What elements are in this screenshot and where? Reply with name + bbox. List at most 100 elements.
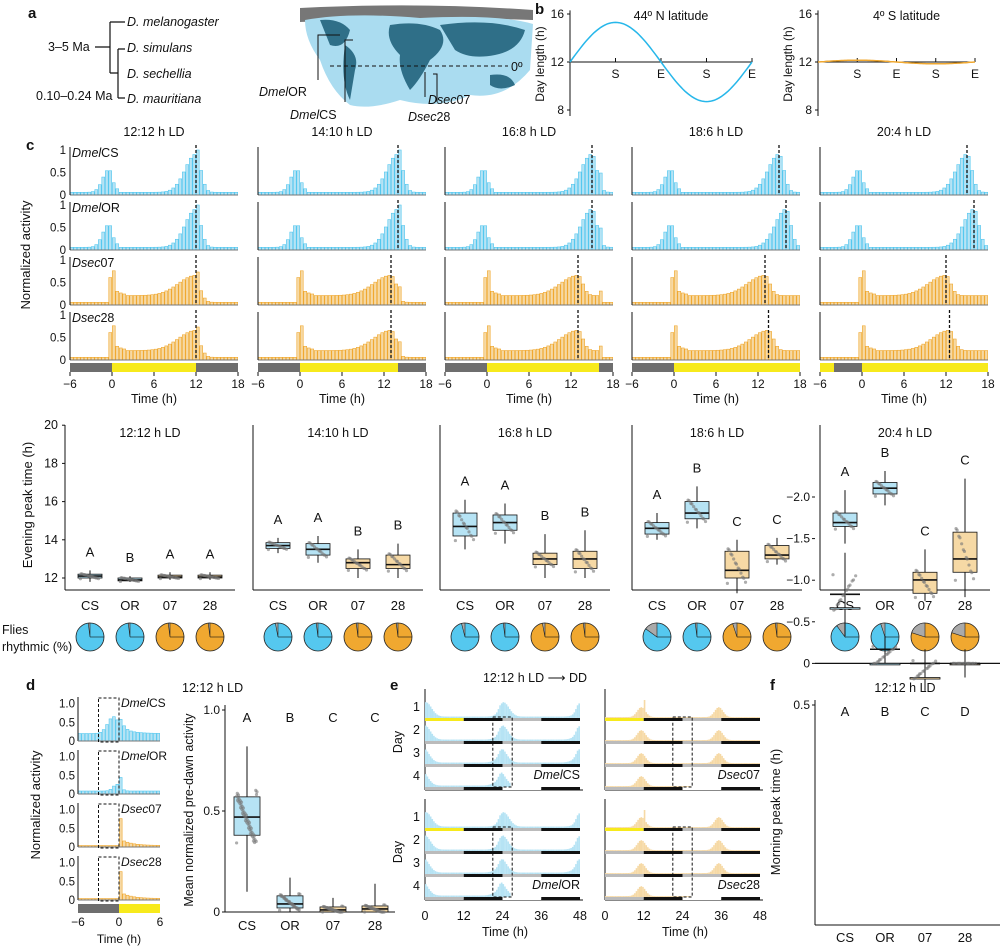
activity-bar — [677, 850, 680, 851]
activity-bar — [445, 716, 448, 718]
activity-bar — [743, 740, 746, 741]
activity-bar — [942, 246, 946, 251]
activity-bar — [492, 847, 495, 851]
activity-bar — [614, 786, 617, 787]
activity-bar — [390, 212, 395, 251]
phase-bar — [502, 897, 542, 900]
activity-bar — [726, 761, 728, 764]
activity-bar — [397, 286, 402, 306]
activity-bar — [507, 756, 509, 764]
activity-bar — [317, 295, 321, 306]
data-point — [591, 569, 596, 573]
activity-bar — [638, 817, 641, 828]
activity-bar — [119, 292, 123, 306]
data-point — [692, 504, 696, 509]
activity-bar — [401, 225, 405, 251]
condition-title: 12:12 h LD — [123, 125, 184, 139]
activity-bar — [465, 895, 467, 897]
activity-bar — [637, 709, 639, 718]
activity-bar — [452, 739, 455, 741]
activity-bar — [512, 761, 514, 764]
activity-bar — [455, 716, 458, 718]
activity-bar — [706, 849, 709, 851]
activity-bar — [146, 732, 150, 742]
activity-bar — [655, 850, 657, 851]
activity-bar — [502, 884, 505, 897]
data-point — [327, 907, 331, 911]
activity-bar — [494, 824, 497, 828]
activity-bar — [539, 739, 542, 741]
x-tick-label: E — [971, 67, 979, 81]
x-tick-label: E — [657, 67, 665, 81]
activity-bar — [565, 826, 568, 828]
data-point — [500, 517, 504, 522]
activity-bar — [338, 349, 342, 361]
dark-phase-bar — [834, 363, 862, 372]
activity-bar — [490, 345, 494, 361]
activity-bar — [164, 345, 169, 361]
y-tick-label: 0 — [69, 895, 75, 907]
activity-bar — [676, 827, 678, 828]
activity-bar — [666, 740, 668, 741]
activity-bar — [637, 865, 639, 874]
activity-bar — [568, 715, 571, 718]
activity-bar — [373, 336, 377, 361]
activity-bar — [502, 859, 505, 874]
strain-label: DmelCS — [72, 146, 119, 160]
phase-bar — [721, 897, 760, 900]
activity-bar — [745, 717, 748, 718]
activity-bar — [455, 785, 458, 787]
activity-bar — [640, 840, 643, 851]
activity-bar — [945, 330, 950, 361]
activity-bar — [547, 739, 550, 741]
x-tick-label: 18 — [606, 377, 620, 391]
activity-bar — [465, 716, 467, 718]
x-tick-label: 0 — [484, 377, 491, 391]
activity-bar — [526, 739, 529, 741]
activity-bar — [478, 739, 480, 741]
activity-bar — [466, 739, 469, 741]
activity-bar — [764, 276, 769, 306]
activity-bar — [865, 188, 869, 196]
activity-bar — [178, 336, 183, 361]
activity-bar — [656, 827, 659, 828]
activity-bar — [643, 842, 646, 851]
activity-bar — [552, 716, 555, 718]
activity-bar — [469, 244, 473, 251]
strain-label: Dsec28 — [72, 311, 114, 325]
activity-bar — [709, 738, 712, 741]
activity-bar — [700, 763, 702, 764]
y-tick-label: 1 — [60, 310, 66, 322]
activity-bar — [442, 895, 445, 897]
activity-bar — [688, 827, 691, 828]
activity-bar — [764, 238, 769, 251]
activity-bar — [303, 243, 307, 251]
activity-bar — [552, 739, 555, 741]
activity-bar — [591, 295, 596, 306]
activity-bar — [539, 762, 542, 764]
activity-bar — [525, 826, 527, 828]
activity-bar — [436, 738, 438, 741]
dark-phase-bar — [463, 897, 503, 900]
activity-bar — [515, 762, 518, 764]
activity-bar — [732, 740, 735, 741]
activity-bar — [865, 243, 869, 251]
activity-bar — [487, 739, 490, 741]
activity-bar — [439, 762, 442, 764]
activity-bar — [125, 894, 130, 901]
activity-bar — [861, 270, 866, 306]
activity-bar — [622, 717, 625, 718]
day-label: 2 — [413, 833, 420, 847]
x-tick-label: 24 — [496, 909, 510, 923]
activity-bar — [584, 157, 589, 196]
activity-bar — [369, 339, 374, 361]
activity-bar — [442, 762, 445, 764]
activity-bar — [753, 763, 756, 764]
phase-bar — [682, 897, 722, 900]
x-tick-label: 28 — [578, 598, 592, 613]
activity-bar — [471, 785, 474, 787]
activity-bar — [570, 737, 572, 741]
activity-bar — [740, 286, 744, 306]
data-point — [974, 661, 978, 666]
activity-bar — [924, 341, 929, 361]
